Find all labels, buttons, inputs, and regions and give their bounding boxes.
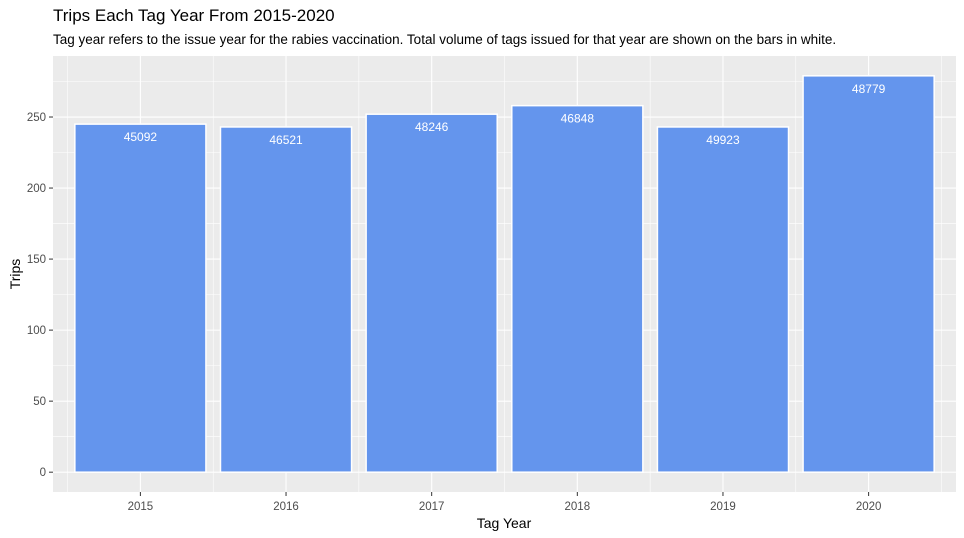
x-tick-label: 2017 [419, 501, 445, 513]
bar-value-label: 48779 [852, 82, 886, 96]
bar [656, 126, 790, 473]
bar [219, 126, 353, 473]
x-tick-label: 2016 [273, 501, 299, 513]
x-tick-label: 2018 [565, 501, 591, 513]
y-tick-label: 150 [27, 254, 46, 266]
bar-value-label: 46848 [561, 112, 595, 126]
y-axis: 0 50 100 150 200 250 [27, 112, 53, 479]
x-tick-label: 2020 [856, 501, 882, 513]
y-tick-label: 50 [33, 396, 46, 408]
bar-value-label: 49923 [706, 133, 740, 147]
y-tick-label: 100 [27, 325, 46, 337]
x-axis-title: Tag Year [477, 515, 532, 531]
bar-value-labels: 45092 46521 48246 46848 49923 48779 [124, 82, 886, 147]
bar-value-label: 46521 [269, 133, 303, 147]
bar-value-label: 48246 [415, 120, 449, 134]
chart-title: Trips Each Tag Year From 2015-2020 [53, 6, 335, 25]
bar [365, 113, 498, 473]
y-axis-title: Trips [7, 259, 23, 290]
bar-value-label: 45092 [124, 130, 158, 144]
y-tick-label: 0 [40, 467, 46, 479]
chart-subtitle: Tag year refers to the issue year for th… [53, 32, 837, 47]
x-tick-label: 2015 [128, 501, 154, 513]
x-axis: 2015 2016 2017 2018 2019 2020 [128, 492, 882, 513]
y-tick-label: 250 [27, 112, 46, 124]
bar [511, 104, 644, 473]
bars [74, 75, 935, 473]
bar [802, 75, 935, 473]
bar [74, 123, 207, 473]
x-tick-label: 2019 [710, 501, 736, 513]
y-tick-label: 200 [27, 183, 46, 195]
